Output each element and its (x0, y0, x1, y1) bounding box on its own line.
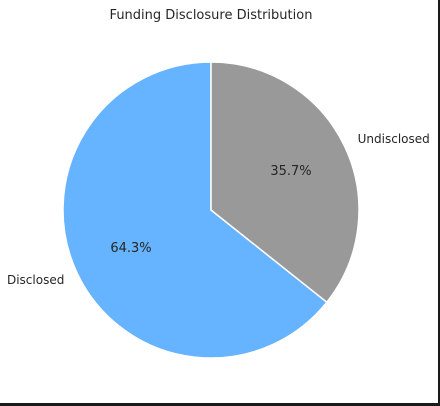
pie-slices (62, 61, 360, 359)
pie-slice-disclosed (62, 61, 328, 359)
category-label-disclosed: Disclosed (7, 273, 64, 287)
pie-labels: 64.3% Disclosed 35.7% Undisclosed (7, 132, 430, 287)
value-label-undisclosed: 35.7% (270, 164, 311, 179)
chart-title: Funding Disclosure Distribution (110, 8, 313, 23)
pie-slice-undisclosed (210, 61, 360, 303)
value-label-disclosed: 64.3% (110, 241, 151, 256)
category-label-undisclosed: Undisclosed (358, 132, 430, 146)
